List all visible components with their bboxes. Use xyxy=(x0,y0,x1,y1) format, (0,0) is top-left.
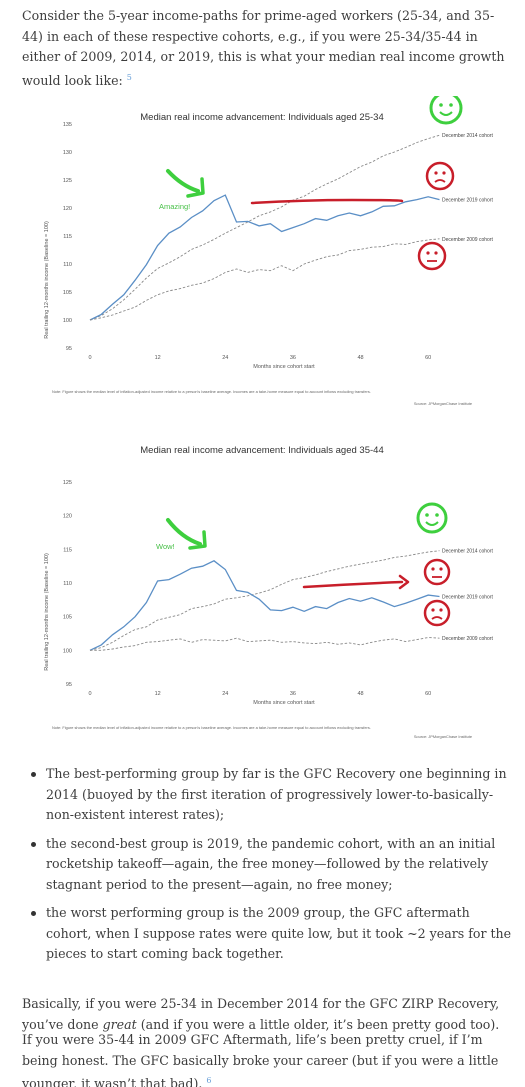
y-tick-label: 110 xyxy=(63,581,72,587)
chart-source: Source: JPMorganChase Institute xyxy=(414,401,472,406)
chart-note: Note: Figure shows the median level of i… xyxy=(52,725,371,730)
footnote-link[interactable]: 6 xyxy=(206,1076,212,1085)
y-tick-label: 95 xyxy=(66,346,72,352)
y-tick-label: 95 xyxy=(66,682,72,688)
series-label: December 2014 cohort xyxy=(442,133,493,139)
x-tick-label: 60 xyxy=(425,691,431,697)
y-tick-label: 115 xyxy=(63,234,72,240)
series-label: December 2009 cohort xyxy=(442,237,493,243)
footnote-link[interactable]: 5 xyxy=(126,72,132,82)
list-item: the worst performing group is the 2009 g… xyxy=(22,903,512,965)
frown-face-icon xyxy=(425,161,455,191)
series-label: December 2009 cohort xyxy=(442,636,493,642)
green-arrow xyxy=(166,169,200,193)
y-axis-label: Real trailing 12-months income (Baseline… xyxy=(44,221,50,339)
y-tick-label: 120 xyxy=(63,206,72,212)
series-lines xyxy=(89,134,440,321)
series-line xyxy=(89,134,440,321)
x-tick-label: 48 xyxy=(357,691,363,697)
green-arrow xyxy=(166,518,202,546)
chart-age-25-34: Median real income advancement: Individu… xyxy=(44,96,493,406)
y-tick-label: 115 xyxy=(63,547,72,553)
para1-before: Basically, if you were 25-34 in December… xyxy=(22,996,500,1032)
green-arrowhead xyxy=(188,530,207,550)
y-tick-label: 100 xyxy=(63,318,72,324)
x-axis-label: Months since cohort start xyxy=(253,364,315,370)
x-tick-label: 12 xyxy=(155,355,161,361)
chart-age-35-44: Median real income advancement: Individu… xyxy=(44,445,493,739)
y-tick-label: 125 xyxy=(63,480,72,486)
y-tick-label: 130 xyxy=(63,150,72,156)
series-labels: December 2014 cohort December 2019 cohort… xyxy=(442,133,493,243)
intro-paragraph: Consider the 5-year income-paths for pri… xyxy=(22,6,512,91)
chart-title: Median real income advancement: Individu… xyxy=(140,445,383,456)
y-tick-label: 135 xyxy=(63,122,72,128)
peak-annotation: Amazing! xyxy=(159,202,190,211)
list-item: The best-performing group by far is the … xyxy=(22,764,512,826)
x-tick-label: 0 xyxy=(88,691,91,697)
x-tick-label: 60 xyxy=(425,355,431,361)
x-tick-label: 36 xyxy=(290,355,296,361)
series-label: December 2019 cohort xyxy=(442,198,493,204)
para2-text: If you were 35-44 in 2009 GFC Aftermath,… xyxy=(22,1032,499,1087)
bullet-list: The best-performing group by far is the … xyxy=(22,764,512,973)
chart-title: Median real income advancement: Individu… xyxy=(140,112,383,123)
x-tick-label: 24 xyxy=(222,355,228,361)
y-ticks: 95 100 105 110 115 120 125 xyxy=(63,480,72,688)
chart-source: Source: JPMorganChase Institute xyxy=(414,734,472,739)
y-tick-label: 125 xyxy=(63,178,72,184)
series-label: December 2014 cohort xyxy=(442,549,493,555)
happy-face-icon xyxy=(416,502,448,534)
summary-paragraph-1: Basically, if you were 25-34 in December… xyxy=(22,994,512,1035)
neutral-face-icon xyxy=(423,558,451,586)
x-ticks: 0 12 24 36 48 60 xyxy=(88,355,431,361)
y-tick-label: 120 xyxy=(63,514,72,520)
peak-annotation: Wow! xyxy=(156,542,175,551)
list-item: the second-best group is 2019, the pande… xyxy=(22,834,512,896)
series-line xyxy=(89,194,440,321)
series-lines xyxy=(89,550,440,651)
red-arrow xyxy=(250,198,404,205)
series-line xyxy=(90,637,440,651)
para1-italic: great xyxy=(102,1016,137,1032)
x-ticks: 0 12 24 36 48 60 xyxy=(88,691,431,697)
x-tick-label: 12 xyxy=(155,691,161,697)
frown-face-icon xyxy=(423,599,451,627)
y-tick-label: 110 xyxy=(63,262,72,268)
red-arrowhead xyxy=(398,574,410,590)
summary-paragraph-2: If you were 35-44 in 2009 GFC Aftermath,… xyxy=(22,1030,512,1087)
intro-text: Consider the 5-year income-paths for pri… xyxy=(22,8,505,88)
y-ticks: 95 100 105 110 115 120 125 130 135 xyxy=(63,122,72,352)
neutral-face-icon xyxy=(417,241,447,271)
series-labels: December 2014 cohort December 2019 cohort… xyxy=(442,549,493,643)
series-line xyxy=(89,560,440,651)
happy-face-icon xyxy=(429,96,463,125)
para1-after: (and if you were a little older, it’s be… xyxy=(136,1016,500,1032)
series-line xyxy=(89,550,440,651)
y-tick-label: 105 xyxy=(63,615,72,621)
x-tick-label: 24 xyxy=(222,691,228,697)
red-arrow xyxy=(302,580,404,589)
y-tick-label: 100 xyxy=(63,648,72,654)
y-axis-label: Real trailing 12-months income (Baseline… xyxy=(44,553,50,671)
x-tick-label: 36 xyxy=(290,691,296,697)
x-axis-label: Months since cohort start xyxy=(253,700,315,706)
chart-note: Note: Figure shows the median level of i… xyxy=(52,389,371,394)
x-tick-label: 48 xyxy=(357,355,363,361)
green-arrowhead xyxy=(186,177,205,198)
series-label: December 2019 cohort xyxy=(442,594,493,600)
x-tick-label: 0 xyxy=(88,355,91,361)
series-line xyxy=(89,238,440,321)
y-tick-label: 105 xyxy=(63,290,72,296)
